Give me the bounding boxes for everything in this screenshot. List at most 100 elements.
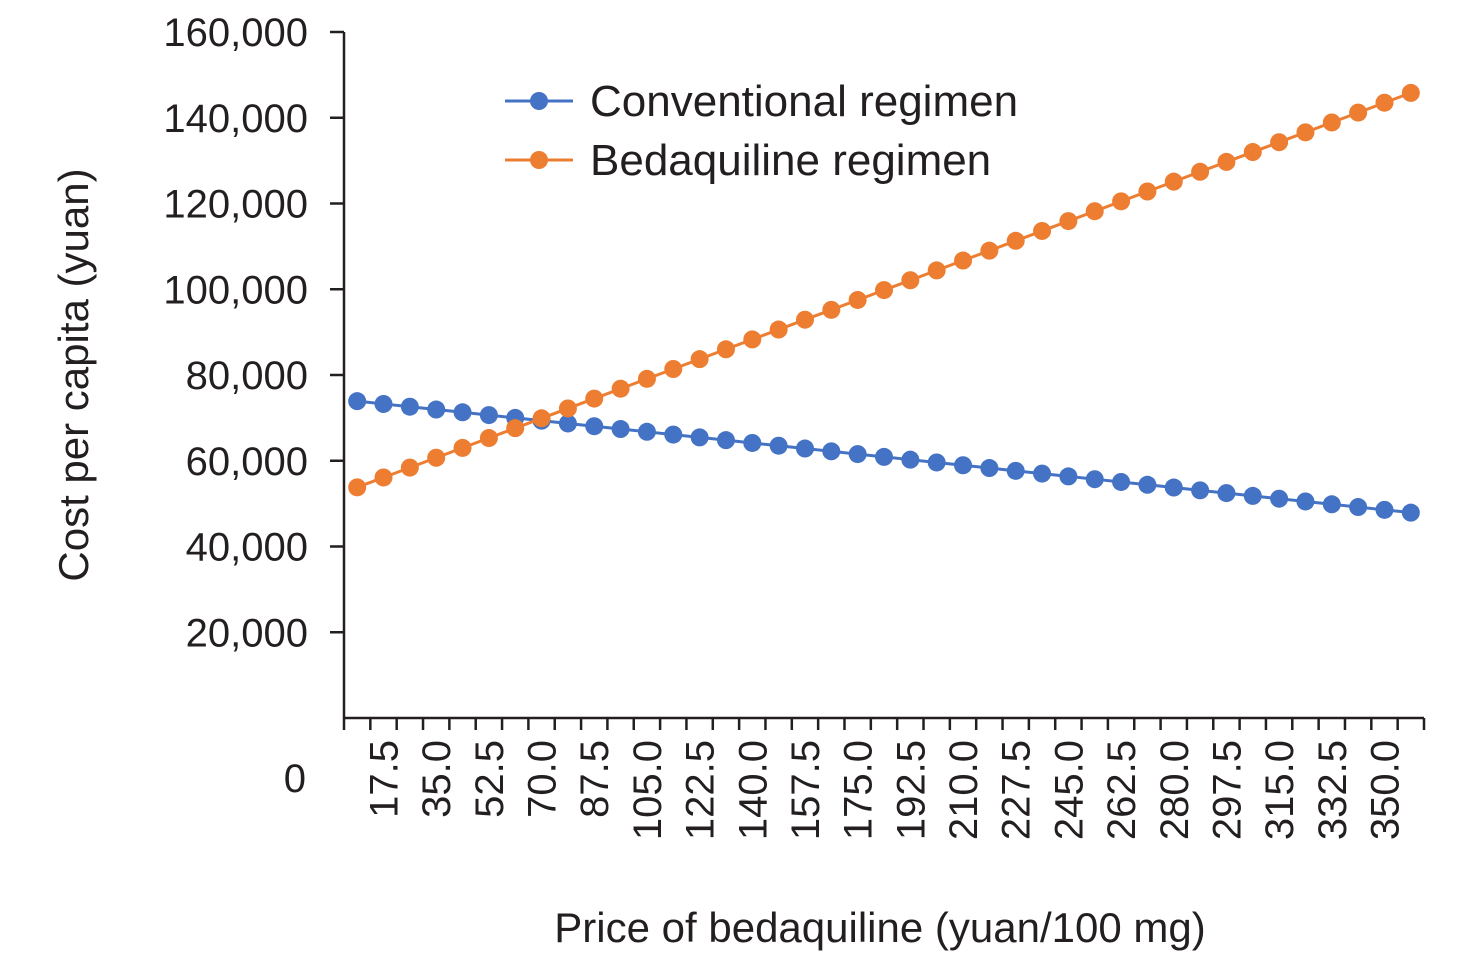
data-point-conventional <box>1138 475 1157 494</box>
y-tick-label: 20,000 <box>186 611 308 655</box>
x-tick-label: 315.0 <box>1258 740 1302 840</box>
data-point-bedaquiline <box>1217 152 1236 171</box>
legend-marker-bedaquiline <box>530 151 548 169</box>
x-axis-title: Price of bedaquiline (yuan/100 mg) <box>554 904 1205 951</box>
data-point-conventional <box>558 414 577 433</box>
data-point-bedaquiline <box>795 310 814 329</box>
data-point-bedaquiline <box>664 360 683 378</box>
data-point-bedaquiline <box>1296 123 1315 142</box>
data-point-bedaquiline <box>611 379 630 398</box>
data-point-conventional <box>1322 495 1341 514</box>
data-point-conventional <box>1349 498 1368 517</box>
data-point-conventional <box>1375 500 1394 519</box>
axes <box>342 32 1424 720</box>
data-point-conventional <box>1243 486 1262 505</box>
data-point-bedaquiline <box>927 261 946 280</box>
data-point-conventional <box>1059 467 1078 486</box>
data-point-conventional <box>848 445 867 464</box>
y-axis-ticks: 20,000 40,000 60,000 80,000 100,000 120,000 14… <box>163 11 344 655</box>
data-point-conventional <box>611 420 630 439</box>
data-point-conventional <box>585 417 604 436</box>
data-point-bedaquiline <box>743 330 762 349</box>
data-point-bedaquiline <box>875 281 893 300</box>
data-point-bedaquiline <box>348 478 367 497</box>
data-point-bedaquiline <box>980 241 999 260</box>
data-point-bedaquiline <box>400 458 419 477</box>
data-point-conventional <box>1191 481 1210 500</box>
data-point-bedaquiline <box>1322 113 1341 132</box>
data-point-conventional <box>348 392 367 411</box>
legend-item-conventional: Conventional regimen <box>505 77 1018 126</box>
x-tick-label: 157.5 <box>784 740 828 840</box>
legend-marker-conventional <box>530 92 548 110</box>
data-point-bedaquiline <box>427 448 446 467</box>
data-point-bedaquiline <box>1085 202 1104 221</box>
data-point-bedaquiline <box>479 429 498 448</box>
data-point-conventional <box>743 433 762 452</box>
y-tick-label: 100,000 <box>163 268 308 312</box>
x-tick-label: 332.5 <box>1311 740 1355 840</box>
legend-item-bedaquiline: Bedaquiline regimen <box>505 136 991 185</box>
data-point-conventional <box>1217 484 1236 503</box>
y-tick-label: 160,000 <box>163 11 308 55</box>
y-tick-label: 60,000 <box>186 440 308 484</box>
data-point-bedaquiline <box>532 409 551 428</box>
data-point-conventional <box>795 439 814 458</box>
data-point-conventional <box>927 453 946 472</box>
data-point-bedaquiline <box>1033 221 1052 240</box>
data-point-conventional <box>980 459 999 478</box>
data-point-conventional <box>769 436 788 455</box>
x-tick-label: 122.5 <box>679 740 723 840</box>
data-point-conventional <box>1112 472 1131 491</box>
data-point-conventional <box>400 397 419 416</box>
data-point-conventional <box>875 447 893 466</box>
data-point-conventional <box>1401 503 1420 522</box>
data-point-conventional <box>637 422 656 441</box>
data-point-bedaquiline <box>769 320 788 339</box>
x-tick-label: 35.0 <box>415 740 459 818</box>
data-point-conventional <box>1033 464 1052 483</box>
x-tick-label: 52.5 <box>468 740 512 818</box>
data-point-conventional <box>1006 461 1025 480</box>
data-point-conventional <box>664 425 683 444</box>
data-point-conventional <box>901 450 920 469</box>
data-point-bedaquiline <box>637 369 656 388</box>
data-point-conventional <box>453 403 472 422</box>
x-tick-label: 140.0 <box>731 740 775 840</box>
data-point-bedaquiline <box>453 438 472 457</box>
data-point-conventional <box>1296 492 1315 511</box>
data-point-bedaquiline <box>558 399 577 418</box>
legend: Conventional regimen Bedaquiline regimen <box>505 77 1018 185</box>
x-tick-label: 262.5 <box>1100 740 1144 840</box>
data-point-bedaquiline <box>1191 162 1210 181</box>
data-point-bedaquiline <box>1349 103 1368 122</box>
x-tick-label: 227.5 <box>995 740 1039 840</box>
legend-label-bedaquiline: Bedaquiline regimen <box>590 136 991 185</box>
data-point-bedaquiline <box>1112 192 1131 211</box>
data-point-bedaquiline <box>1164 172 1183 191</box>
data-point-conventional <box>690 428 709 447</box>
data-point-bedaquiline <box>1375 93 1394 112</box>
data-point-bedaquiline <box>585 389 604 408</box>
data-point-bedaquiline <box>690 350 709 369</box>
data-point-bedaquiline <box>901 271 920 290</box>
x-tick-label: 70.0 <box>521 740 565 818</box>
data-point-bedaquiline <box>1401 83 1420 102</box>
x-tick-label: 210.0 <box>942 740 986 840</box>
data-point-conventional <box>822 442 841 461</box>
data-point-conventional <box>1270 489 1289 508</box>
data-point-bedaquiline <box>822 300 841 319</box>
data-point-bedaquiline <box>848 290 867 309</box>
data-point-conventional <box>374 394 393 413</box>
data-point-bedaquiline <box>954 251 973 270</box>
data-point-conventional <box>1164 478 1183 497</box>
data-point-bedaquiline <box>716 340 735 359</box>
x-tick-label: 105.0 <box>626 740 670 840</box>
data-point-conventional <box>479 406 498 425</box>
y-tick-label: 40,000 <box>186 526 308 570</box>
data-point-bedaquiline <box>1138 182 1157 201</box>
data-point-bedaquiline <box>1243 143 1262 162</box>
x-tick-label: 297.5 <box>1205 740 1249 840</box>
x-tick-label: 17.5 <box>363 740 407 818</box>
